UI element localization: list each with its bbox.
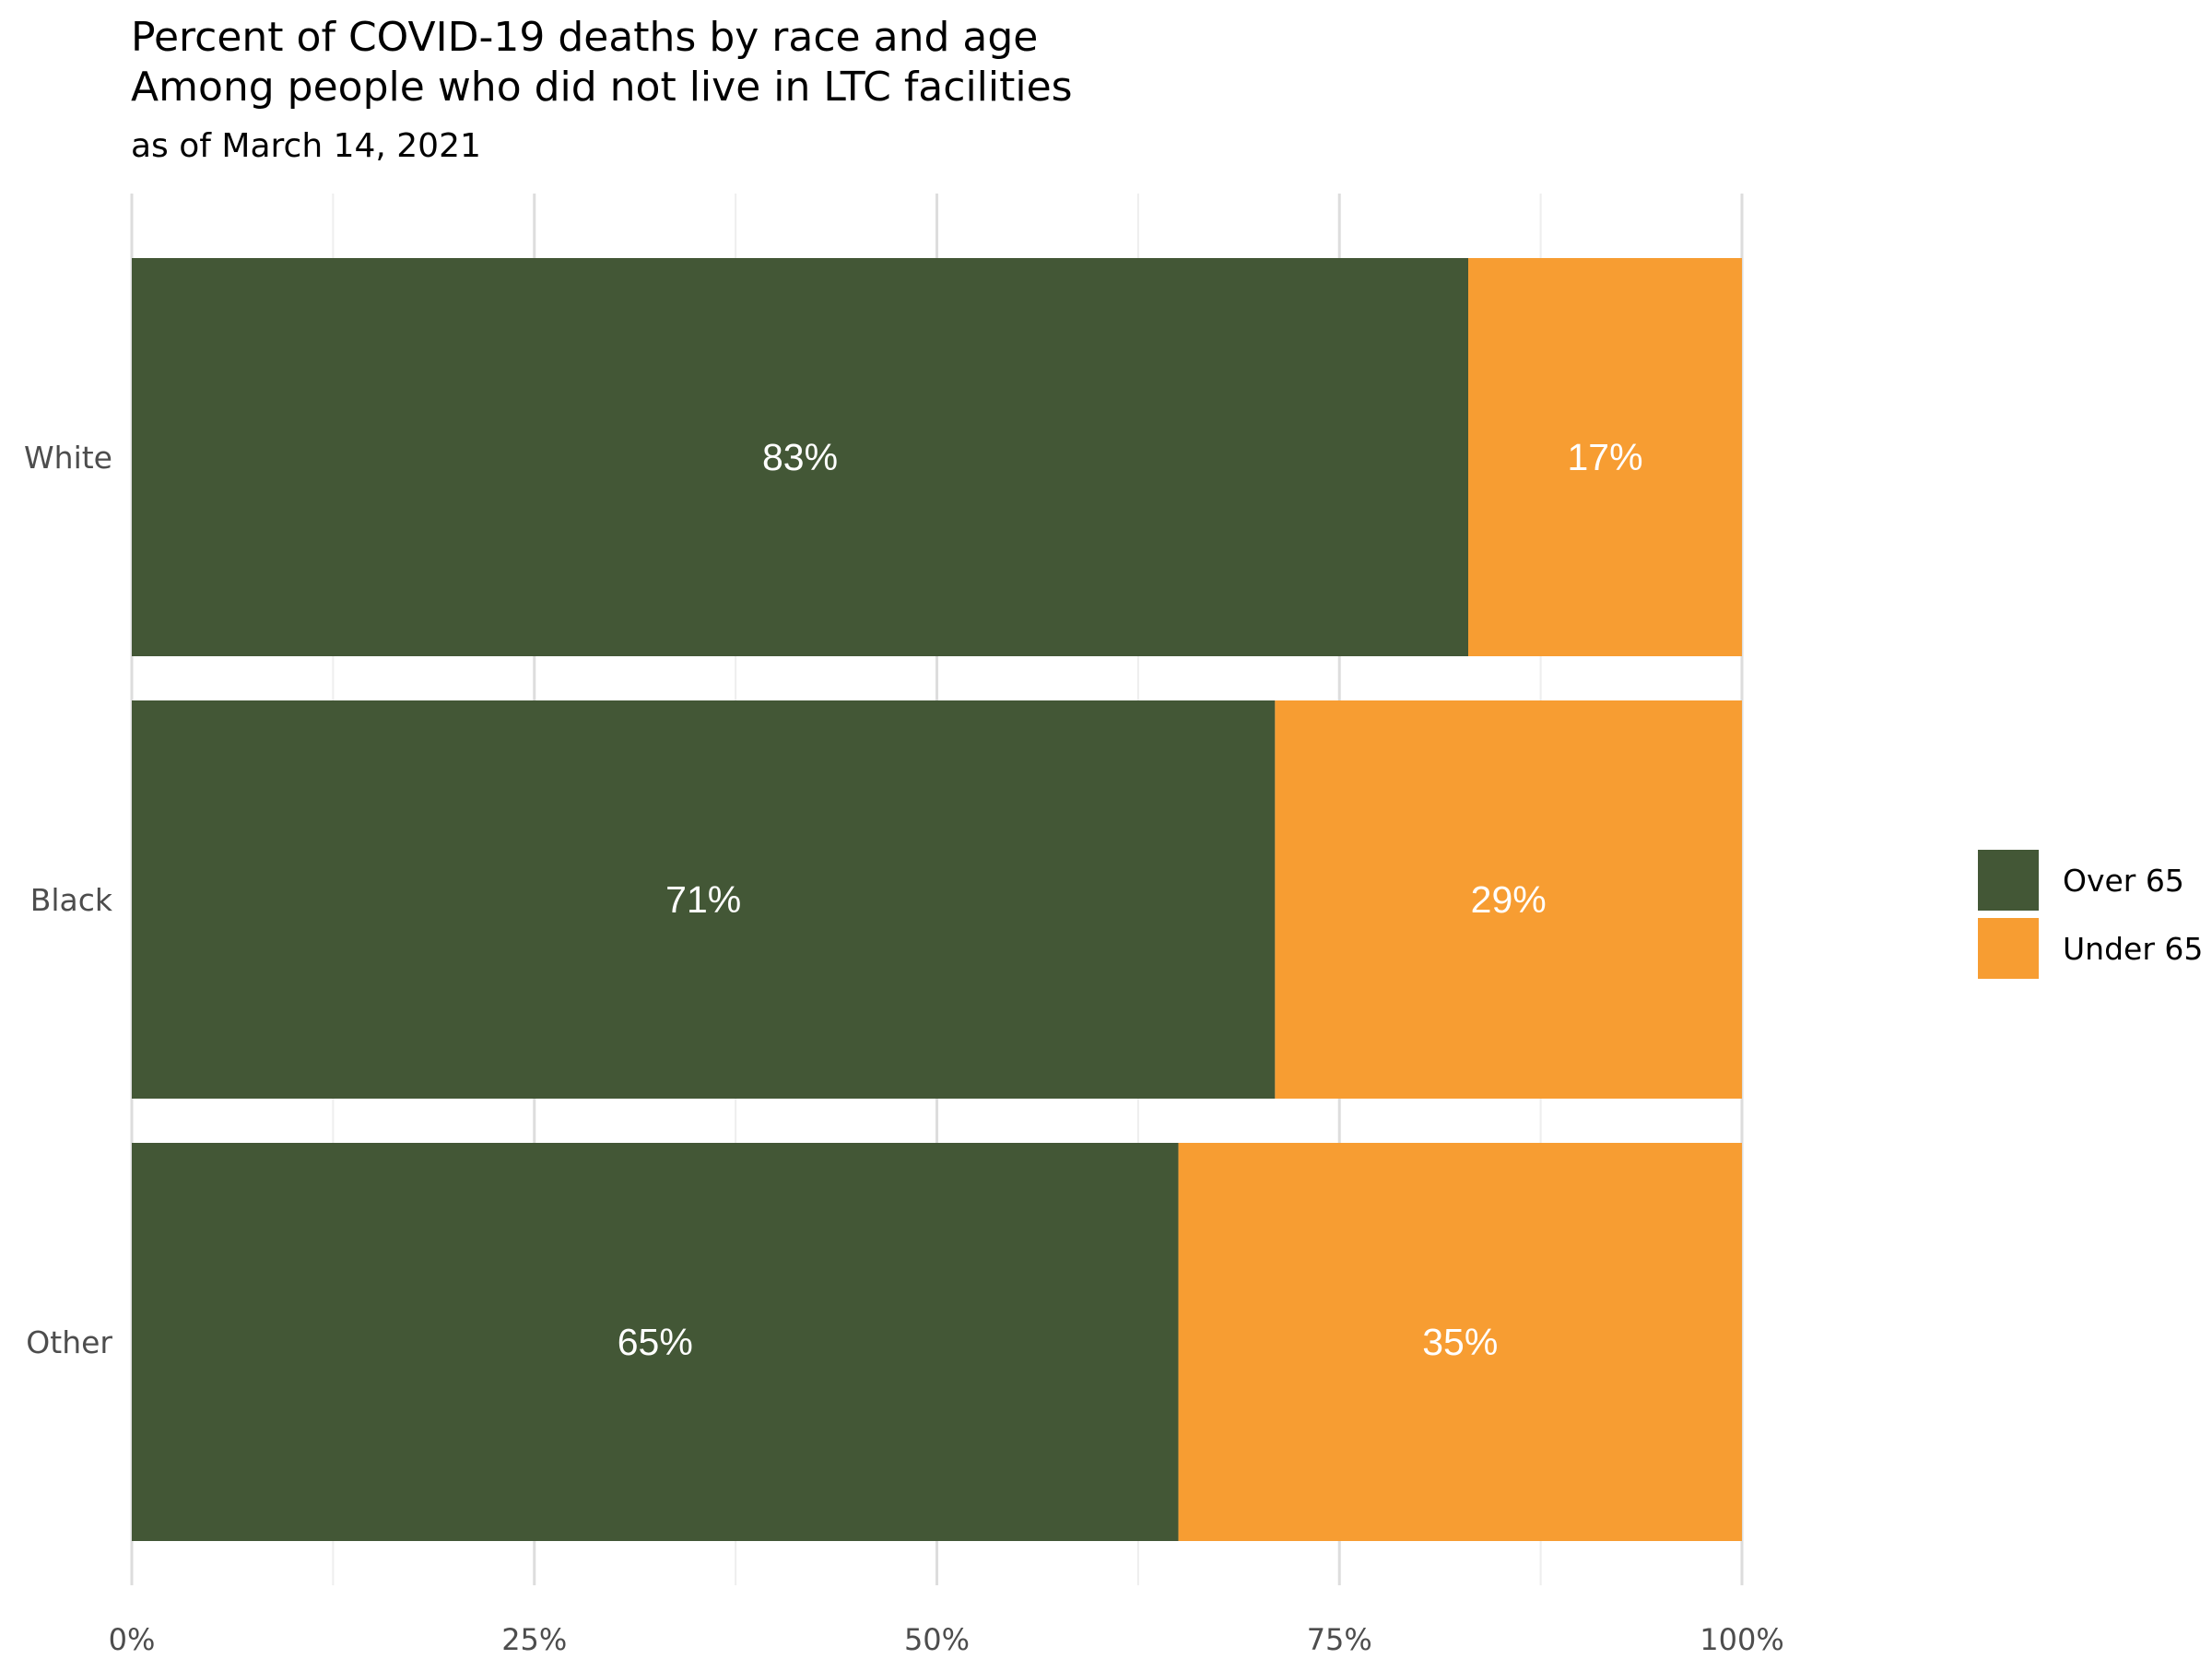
x-tick-label: 0% [109,1622,156,1657]
data-label: 83% [762,436,838,478]
bar-white-under-65 [1468,258,1742,656]
x-tick-label: 100% [1700,1622,1783,1657]
data-label: 65% [618,1321,693,1363]
chart-title-line-2: Among people who did not live in LTC fac… [131,64,1073,111]
legend-key [1978,850,2039,911]
y-category-label: Other [26,1324,112,1360]
legend-key [1978,918,2039,979]
data-label: 71% [665,878,741,921]
data-label: 35% [1422,1321,1498,1363]
legend-label: Over 65 [2063,863,2184,899]
x-tick-label: 50% [904,1622,970,1657]
bar-other-under-65 [1178,1143,1742,1541]
x-tick-label: 25% [501,1622,567,1657]
chart-subtitle: as of March 14, 2021 [131,127,481,165]
x-tick-label: 75% [1307,1622,1372,1657]
data-label: 17% [1567,436,1642,478]
bar-black-over-65 [132,700,1276,1099]
bar-white-over-65 [132,258,1469,656]
bar-black-under-65 [1275,700,1742,1099]
chart-title: Percent of COVID-19 deaths by race and a… [131,14,1039,61]
legend-label: Under 65 [2063,931,2203,967]
y-category-label: White [24,440,112,476]
data-label: 29% [1471,878,1547,921]
y-category-label: Black [30,882,113,918]
bar-other-over-65 [132,1143,1179,1541]
